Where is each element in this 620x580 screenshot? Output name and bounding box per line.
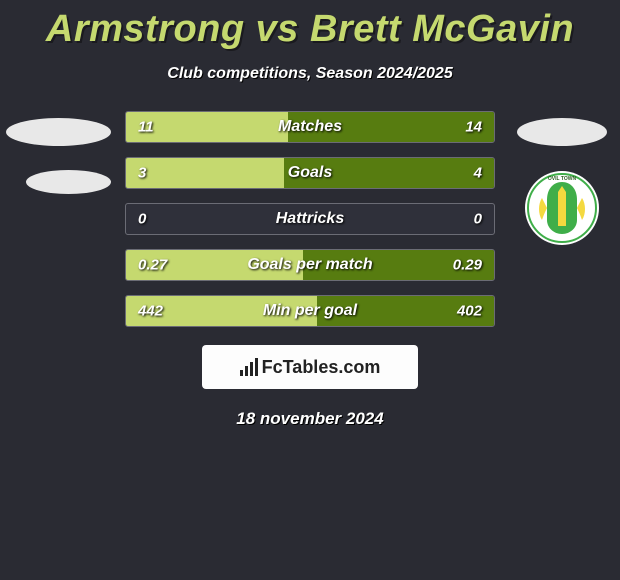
stat-fill-left [126,112,288,142]
stat-value-left: 0 [138,211,146,228]
stat-fill-left [126,250,303,280]
stat-fill-right [284,158,494,188]
svg-text:OVIL TOWN: OVIL TOWN [547,176,576,182]
stat-row: 3Goals4 [125,157,495,189]
left-team-badges [6,118,111,218]
date-text: 18 november 2024 [0,409,620,429]
right-team-badges: OVIL TOWN [509,118,614,246]
stat-fill-right [303,250,494,280]
brand-text: FcTables.com [262,357,381,378]
placeholder-oval [26,170,111,194]
stat-fill-right [288,112,494,142]
stat-row: 442Min per goal402 [125,295,495,327]
stat-fill-right [317,296,494,326]
team-crest-icon: OVIL TOWN [524,170,600,246]
bars-icon [240,358,258,376]
page-title: Armstrong vs Brett McGavin [0,0,620,51]
brand-badge: FcTables.com [202,345,418,389]
stat-label: Hattricks [126,210,494,228]
stat-row: 0.27Goals per match0.29 [125,249,495,281]
stat-fill-left [126,158,284,188]
stats-container: 11Matches14 3Goals4 0Hattricks0 0.27Goals p… [125,111,495,327]
stat-fill-left [126,296,317,326]
subtitle: Club competitions, Season 2024/2025 [0,65,620,83]
placeholder-oval [6,118,111,146]
stat-row: 11Matches14 [125,111,495,143]
stat-row: 0Hattricks0 [125,203,495,235]
placeholder-oval [517,118,607,146]
stat-value-right: 0 [474,211,482,228]
